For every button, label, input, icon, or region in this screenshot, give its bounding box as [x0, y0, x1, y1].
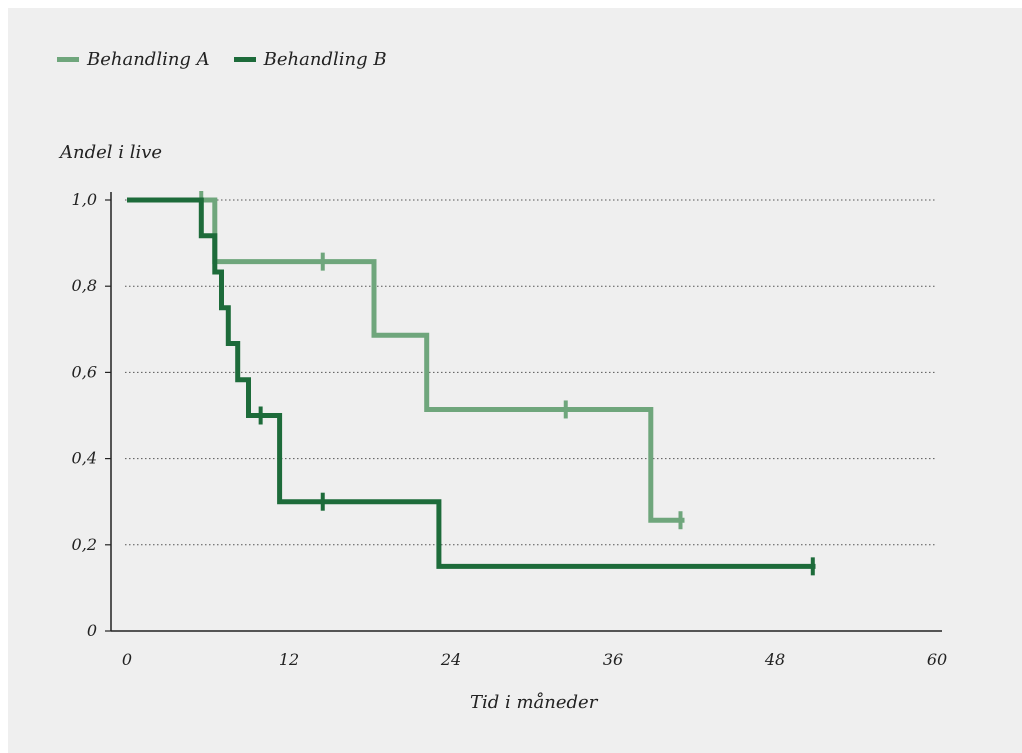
legend-swatch-a: [57, 57, 79, 62]
legend-label-b: Behandling B: [263, 49, 387, 70]
x-tick-label-0: 0: [122, 650, 132, 669]
y-tick-label-0: 0: [87, 621, 97, 640]
x-axis-title: Tid i måneder: [470, 692, 598, 713]
x-tick-label-3: 36: [603, 650, 623, 669]
legend-swatch-b: [233, 57, 256, 62]
series-line-1: [127, 197, 816, 569]
x-tick-label-2: 24: [440, 650, 461, 669]
y-axis-title: Andel i live: [60, 142, 163, 163]
x-tick-label-4: 48: [764, 650, 785, 669]
legend-item-a: Behandling A: [57, 49, 210, 70]
y-tick-label-1: 0,2: [72, 535, 97, 554]
y-tick-label-3: 0,6: [72, 362, 97, 381]
x-tick-label-5: 60: [927, 650, 947, 669]
legend: Behandling A Behandling B: [57, 49, 387, 70]
y-tick-label-2: 0,4: [72, 449, 97, 468]
legend-label-a: Behandling A: [87, 49, 210, 70]
y-tick-label-5: 1,0: [72, 190, 97, 209]
chart-panel: [8, 8, 1022, 753]
x-tick-label-1: 12: [279, 650, 299, 669]
y-tick-label-4: 0,8: [72, 276, 97, 295]
legend-item-b: Behandling B: [233, 49, 387, 70]
series-line-0: [127, 197, 685, 523]
